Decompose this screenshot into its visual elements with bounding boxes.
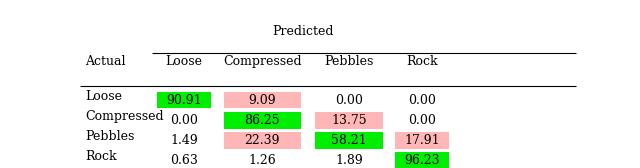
Text: Rock: Rock	[85, 150, 116, 163]
Text: 0.00: 0.00	[335, 94, 363, 107]
Text: 0.63: 0.63	[170, 154, 198, 167]
Text: 1.26: 1.26	[248, 154, 276, 167]
Text: 9.09: 9.09	[248, 94, 276, 107]
Text: Pebbles: Pebbles	[324, 55, 374, 68]
FancyBboxPatch shape	[315, 132, 383, 149]
Text: Pebbles: Pebbles	[85, 130, 134, 143]
Text: 13.75: 13.75	[332, 114, 367, 127]
FancyBboxPatch shape	[224, 92, 301, 109]
FancyBboxPatch shape	[224, 132, 301, 149]
FancyBboxPatch shape	[395, 152, 449, 168]
Text: 86.25: 86.25	[244, 114, 280, 127]
Text: 58.21: 58.21	[332, 134, 367, 147]
Text: Loose: Loose	[166, 55, 203, 68]
Text: 0.00: 0.00	[170, 114, 198, 127]
Text: 0.00: 0.00	[408, 114, 436, 127]
Text: Loose: Loose	[85, 90, 122, 103]
Text: 90.91: 90.91	[166, 94, 202, 107]
FancyBboxPatch shape	[395, 132, 449, 149]
Text: Compressed: Compressed	[223, 55, 301, 68]
FancyBboxPatch shape	[157, 92, 211, 109]
Text: 17.91: 17.91	[404, 134, 440, 147]
Text: 22.39: 22.39	[244, 134, 280, 147]
Text: Predicted: Predicted	[273, 25, 334, 38]
Text: Rock: Rock	[406, 55, 438, 68]
Text: 96.23: 96.23	[404, 154, 440, 167]
Text: 1.89: 1.89	[335, 154, 363, 167]
Text: 1.49: 1.49	[170, 134, 198, 147]
FancyBboxPatch shape	[224, 112, 301, 129]
FancyBboxPatch shape	[315, 112, 383, 129]
Text: 0.00: 0.00	[408, 94, 436, 107]
Text: Actual: Actual	[85, 55, 125, 68]
Text: Compressed: Compressed	[85, 110, 164, 123]
